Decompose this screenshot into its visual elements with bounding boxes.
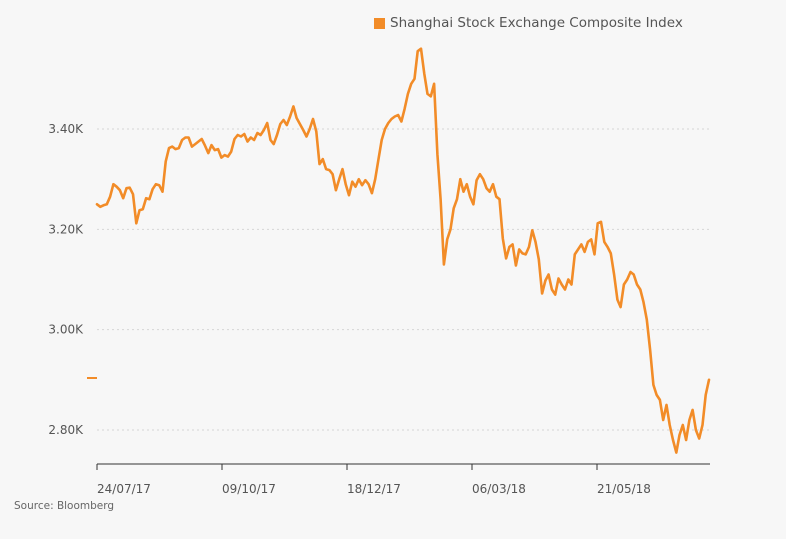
y-tick-label: 3.20K	[48, 222, 84, 236]
x-axis-ticks: 24/07/17 09/10/17 18/12/17 06/03/18 21/05/18	[96, 464, 651, 496]
y-tick-label: 2.80K	[48, 423, 84, 437]
legend-swatch	[374, 17, 385, 29]
x-tick-label: 24/07/17	[97, 482, 151, 496]
x-tick-label: 09/10/17	[222, 482, 276, 496]
x-tick-label: 18/12/17	[347, 482, 401, 496]
y-axis-ticks: 2.80K 3.00K 3.20K 3.40K	[48, 122, 84, 437]
x-tick-label: 06/03/18	[472, 482, 526, 496]
y-tick-label: 3.00K	[48, 323, 84, 337]
legend-label: Shanghai Stock Exchange Composite Index	[390, 15, 683, 31]
gridlines	[97, 128, 710, 431]
y-tick-label: 3.40K	[48, 122, 84, 136]
legend: Shanghai Stock Exchange Composite Index	[374, 15, 683, 31]
series-line	[95, 47, 711, 454]
source-note: Source: Bloomberg	[14, 500, 115, 512]
x-tick-label: 21/05/18	[597, 482, 651, 496]
series-layer	[95, 47, 711, 454]
